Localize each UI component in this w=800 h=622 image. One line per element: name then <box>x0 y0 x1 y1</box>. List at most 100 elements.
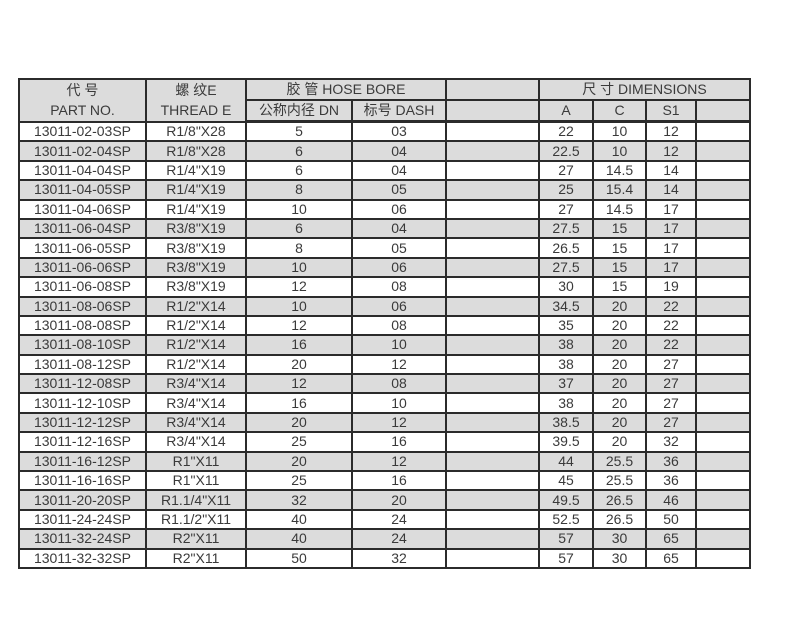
cell-part-no: 13011-08-10SP <box>18 334 147 356</box>
cell-a: 30 <box>538 276 594 298</box>
cell-blank-end <box>694 198 752 220</box>
cell-a: 38.5 <box>538 411 594 434</box>
cell-thread: R3/4"X14 <box>145 411 247 434</box>
cell-s1: 36 <box>645 470 697 492</box>
cell-thread: R1/2"X14 <box>145 314 247 337</box>
cell-part-no: 13011-02-04SP <box>18 140 147 162</box>
table-row: 13011-08-12SP R1/2"X14 20 12 38 20 27 <box>18 353 752 376</box>
cell-s1: 17 <box>645 237 697 259</box>
cell-s1: 17 <box>645 217 697 240</box>
cell-part-no: 13011-32-24SP <box>18 528 147 550</box>
table-row: 13011-24-24SP R1.1/2"X11 40 24 52.5 26.5 50 <box>18 508 752 531</box>
cell-a: 44 <box>538 450 594 473</box>
cell-blank-mid <box>445 237 540 259</box>
cell-c: 25.5 <box>592 450 647 473</box>
cell-part-no: 13011-12-08SP <box>18 373 147 395</box>
cell-thread: R1/4"X19 <box>145 198 247 220</box>
cell-blank-mid <box>445 470 540 492</box>
cell-blank-mid <box>445 411 540 434</box>
cell-c: 15 <box>592 276 647 298</box>
cell-a: 26.5 <box>538 237 594 259</box>
cell-dash: 06 <box>351 198 447 220</box>
cell-a: 38 <box>538 392 594 414</box>
cell-blank-mid <box>445 431 540 453</box>
cell-thread: R2"X11 <box>145 547 247 570</box>
cell-part-no: 13011-06-04SP <box>18 217 147 240</box>
cell-blank-mid <box>445 528 540 550</box>
cell-dash: 24 <box>351 508 447 531</box>
cell-part-no: 13011-24-24SP <box>18 508 147 531</box>
cell-dn: 32 <box>245 489 353 511</box>
table-row: 13011-06-04SP R3/8"X19 6 04 27.5 15 17 <box>18 217 752 240</box>
cell-dn: 12 <box>245 373 353 395</box>
cell-c: 20 <box>592 431 647 453</box>
cell-s1: 17 <box>645 198 697 220</box>
cell-s1: 32 <box>645 431 697 453</box>
cell-c: 10 <box>592 120 647 143</box>
table-row: 13011-16-12SP R1"X11 20 12 44 25.5 36 <box>18 450 752 473</box>
cell-c: 20 <box>592 373 647 395</box>
cell-c: 15.4 <box>592 179 647 201</box>
cell-a: 52.5 <box>538 508 594 531</box>
header-a: A <box>538 99 594 123</box>
cell-s1: 65 <box>645 528 697 550</box>
cell-s1: 27 <box>645 353 697 376</box>
cell-part-no: 13011-16-16SP <box>18 470 147 492</box>
cell-blank-mid <box>445 159 540 182</box>
cell-a: 49.5 <box>538 489 594 511</box>
table-row: 13011-06-05SP R3/8"X19 8 05 26.5 15 17 <box>18 237 752 259</box>
cell-thread: R1/2"X14 <box>145 295 247 317</box>
cell-blank-mid <box>445 256 540 279</box>
cell-blank-end <box>694 353 752 376</box>
table-row: 13011-32-24SP R2"X11 40 24 57 30 65 <box>18 528 752 550</box>
cell-dash: 12 <box>351 411 447 434</box>
cell-blank-mid <box>445 140 540 162</box>
cell-blank-mid <box>445 547 540 570</box>
cell-dn: 6 <box>245 159 353 182</box>
cell-dn: 25 <box>245 470 353 492</box>
cell-blank-mid <box>445 392 540 414</box>
cell-a: 22.5 <box>538 140 594 162</box>
cell-s1: 14 <box>645 179 697 201</box>
cell-dn: 6 <box>245 217 353 240</box>
table-row: 13011-06-06SP R3/8"X19 10 06 27.5 15 17 <box>18 256 752 279</box>
cell-blank-mid <box>445 373 540 395</box>
cell-c: 15 <box>592 256 647 279</box>
cell-a: 38 <box>538 334 594 356</box>
cell-blank-end <box>694 159 752 182</box>
spec-table: 代 号 PART NO. 螺 纹E THREAD E 胶 管 HOSE BORE… <box>18 78 752 570</box>
cell-s1: 27 <box>645 411 697 434</box>
cell-s1: 50 <box>645 508 697 531</box>
cell-blank-end <box>694 334 752 356</box>
table-row: 13011-12-08SP R3/4"X14 12 08 37 20 27 <box>18 373 752 395</box>
cell-dash: 05 <box>351 179 447 201</box>
cell-c: 30 <box>592 528 647 550</box>
cell-dash: 24 <box>351 528 447 550</box>
cell-a: 27.5 <box>538 256 594 279</box>
cell-dn: 50 <box>245 547 353 570</box>
table-row: 13011-08-10SP R1/2"X14 16 10 38 20 22 <box>18 334 752 356</box>
cell-blank-end <box>694 217 752 240</box>
header-hose-bore: 胶 管 HOSE BORE <box>245 78 447 101</box>
cell-thread: R1/8"X28 <box>145 120 247 143</box>
cell-dash: 06 <box>351 295 447 317</box>
cell-c: 20 <box>592 295 647 317</box>
table-row: 13011-20-20SP R1.1/4"X11 32 20 49.5 26.5 46 <box>18 489 752 511</box>
cell-part-no: 13011-04-05SP <box>18 179 147 201</box>
cell-thread: R1/2"X14 <box>145 334 247 356</box>
cell-a: 39.5 <box>538 431 594 453</box>
cell-part-no: 13011-06-05SP <box>18 237 147 259</box>
cell-dn: 40 <box>245 528 353 550</box>
cell-a: 35 <box>538 314 594 337</box>
cell-part-no: 13011-08-06SP <box>18 295 147 317</box>
cell-c: 25.5 <box>592 470 647 492</box>
cell-s1: 22 <box>645 334 697 356</box>
cell-dn: 16 <box>245 334 353 356</box>
cell-s1: 46 <box>645 489 697 511</box>
cell-thread: R3/4"X14 <box>145 373 247 395</box>
cell-c: 20 <box>592 411 647 434</box>
cell-part-no: 13011-08-08SP <box>18 314 147 337</box>
cell-c: 14.5 <box>592 198 647 220</box>
cell-a: 22 <box>538 120 594 143</box>
cell-dash: 08 <box>351 276 447 298</box>
